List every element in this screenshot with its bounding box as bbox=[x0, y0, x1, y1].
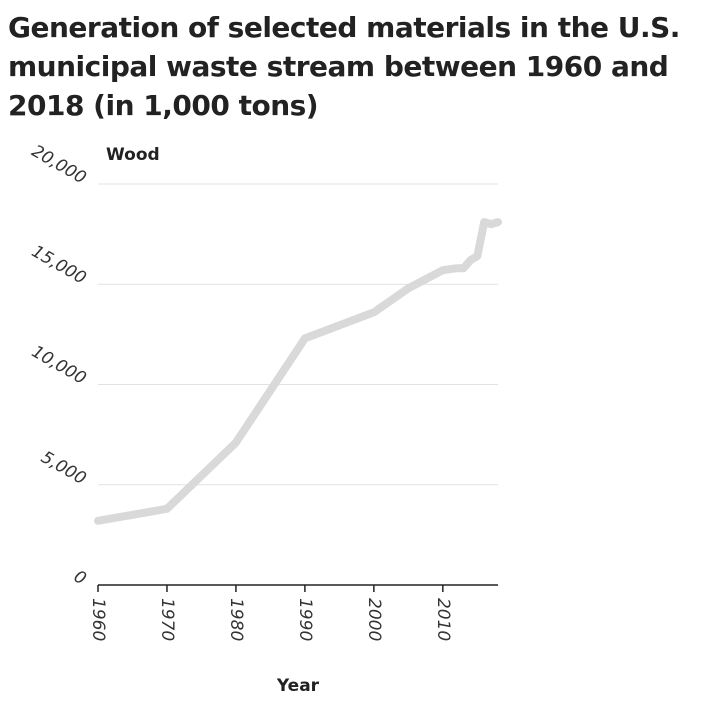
y-axis-label: Wood bbox=[106, 145, 160, 165]
y-tick-label: 10,000 bbox=[28, 342, 90, 389]
x-tick-label: 2000 bbox=[364, 598, 384, 641]
x-tick-label: 1960 bbox=[88, 598, 108, 641]
y-tick-label: 15,000 bbox=[28, 242, 90, 289]
x-tick-label: 1970 bbox=[157, 598, 177, 641]
x-axis-label: Year bbox=[276, 676, 320, 696]
x-axis-ticks: 1960 1970 1980 1990 2000 2010 bbox=[88, 585, 453, 641]
grid-lines bbox=[98, 183, 498, 486]
y-tick-label: 0 bbox=[70, 567, 89, 590]
x-tick-label: 1980 bbox=[226, 598, 246, 641]
chart-title: Generation of selected materials in the … bbox=[8, 11, 680, 122]
x-tick-label: 2010 bbox=[433, 598, 453, 641]
y-tick-label: 5,000 bbox=[37, 447, 89, 489]
series-line-wood bbox=[94, 218, 502, 525]
series-group bbox=[94, 218, 502, 525]
x-tick-label: 1990 bbox=[295, 598, 315, 641]
y-axis-ticks: 0 5,000 10,000 15,000 20,000 bbox=[28, 141, 90, 589]
y-tick-label: 20,000 bbox=[28, 141, 90, 188]
